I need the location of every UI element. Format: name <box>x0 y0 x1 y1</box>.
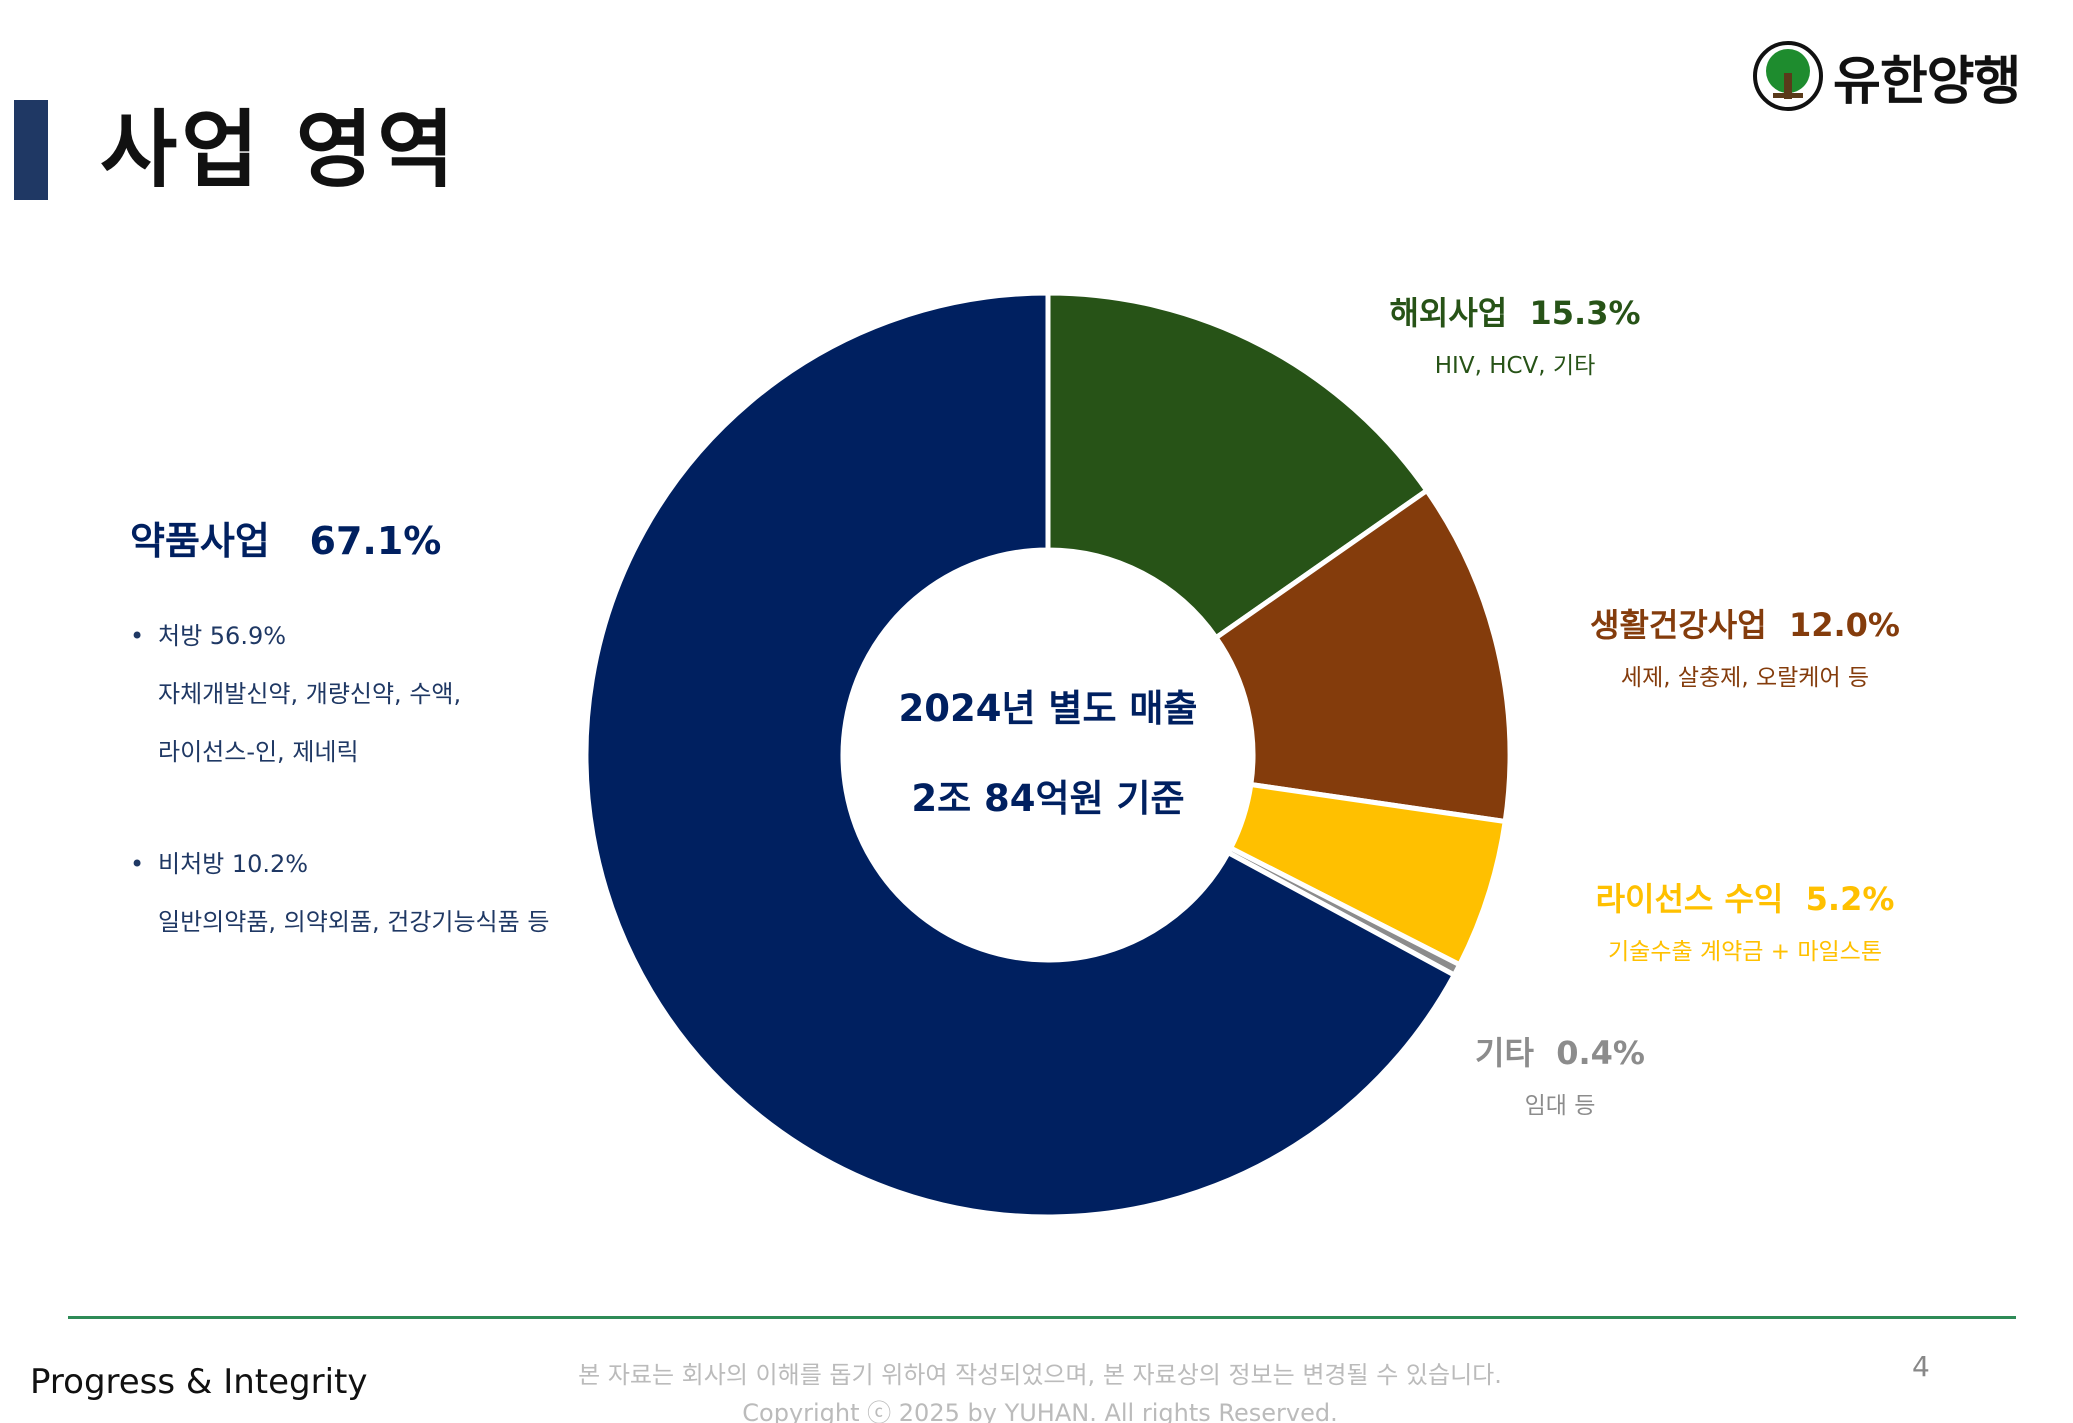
disclaimer-text: 본 자료는 회사의 이해를 돕기 위하여 작성되었으며, 본 자료상의 정보는 … <box>578 1361 1502 1389</box>
tree-emblem-icon <box>1753 41 1823 111</box>
footer-slogan: Progress & Integrity <box>30 1362 368 1402</box>
bullet: • <box>130 622 145 650</box>
bullet: • <box>130 850 145 878</box>
footer-divider <box>68 1316 2016 1319</box>
logo-text: 유한양행 <box>1833 51 2021 112</box>
list-item: • 비처방 10.2% <box>130 835 549 893</box>
copyright-text: Copyright ⓒ 2025 by YUHAN. All rights Re… <box>742 1399 1338 1423</box>
label-overseas: 해외사업 15.3% HIV, HCV, 기타 <box>1370 288 1660 380</box>
list-item: 라이선스-인, 제네릭 <box>158 738 359 766</box>
label-other-main: 기타 0.4% <box>1475 1034 1645 1072</box>
label-consumer-health-detail: 세제, 살충제, 오랄케어 등 <box>1620 665 1870 691</box>
label-other: 기타 0.4% 임대 등 <box>1440 1028 1680 1120</box>
center-label: 2조 84억원 기준 <box>911 777 1184 820</box>
donut-slice <box>1045 290 1431 642</box>
label-license-revenue-detail: 기술수출 계약금 + 마일스톤 <box>1608 939 1882 965</box>
label-consumer-health: 생활건강사업 12.0% 세제, 살충제, 오랄케어 등 <box>1580 600 1910 692</box>
list-item-text: 처방 56.9% <box>158 622 287 650</box>
list-item: 일반의약품, 의약외품, 건강기능식품 등 <box>158 908 550 936</box>
label-license-revenue: 라이선스 수익 5.2% 기술수출 계약금 + 마일스톤 <box>1580 874 1910 966</box>
page-title: 사업 영역 <box>100 101 459 199</box>
pharma-business-panel: 약품사업 67.1% • 처방 56.9% 자체개발신약, 개량신약, 수액, 라… <box>130 510 549 951</box>
footer-disclaimer: 본 자료는 회사의 이해를 돕기 위하여 작성되었으며, 본 자료상의 정보는 … <box>440 1356 1640 1423</box>
label-other-detail: 임대 등 <box>1524 1093 1596 1119</box>
title-accent-bar <box>14 100 48 200</box>
list-item: 자체개발신약, 개량신약, 수액, <box>158 680 462 708</box>
label-consumer-health-main: 생활건강사업 12.0% <box>1590 606 1900 644</box>
donut-slice <box>1212 487 1513 825</box>
label-overseas-detail: HIV, HCV, 기타 <box>1434 353 1596 379</box>
label-license-revenue-main: 라이선스 수익 5.2% <box>1595 880 1895 918</box>
list-item-text: 비처방 10.2% <box>158 850 309 878</box>
donut-slice <box>583 290 1458 1220</box>
center-label: 2024년 별도 매출 <box>899 687 1198 730</box>
label-overseas-main: 해외사업 15.3% <box>1389 294 1641 332</box>
pharma-heading: 약품사업 67.1% <box>130 519 442 563</box>
page-number: 4 <box>1912 1350 1930 1383</box>
company-logo: 유한양행 <box>1753 36 2021 116</box>
list-item: • 처방 56.9% <box>130 607 549 665</box>
